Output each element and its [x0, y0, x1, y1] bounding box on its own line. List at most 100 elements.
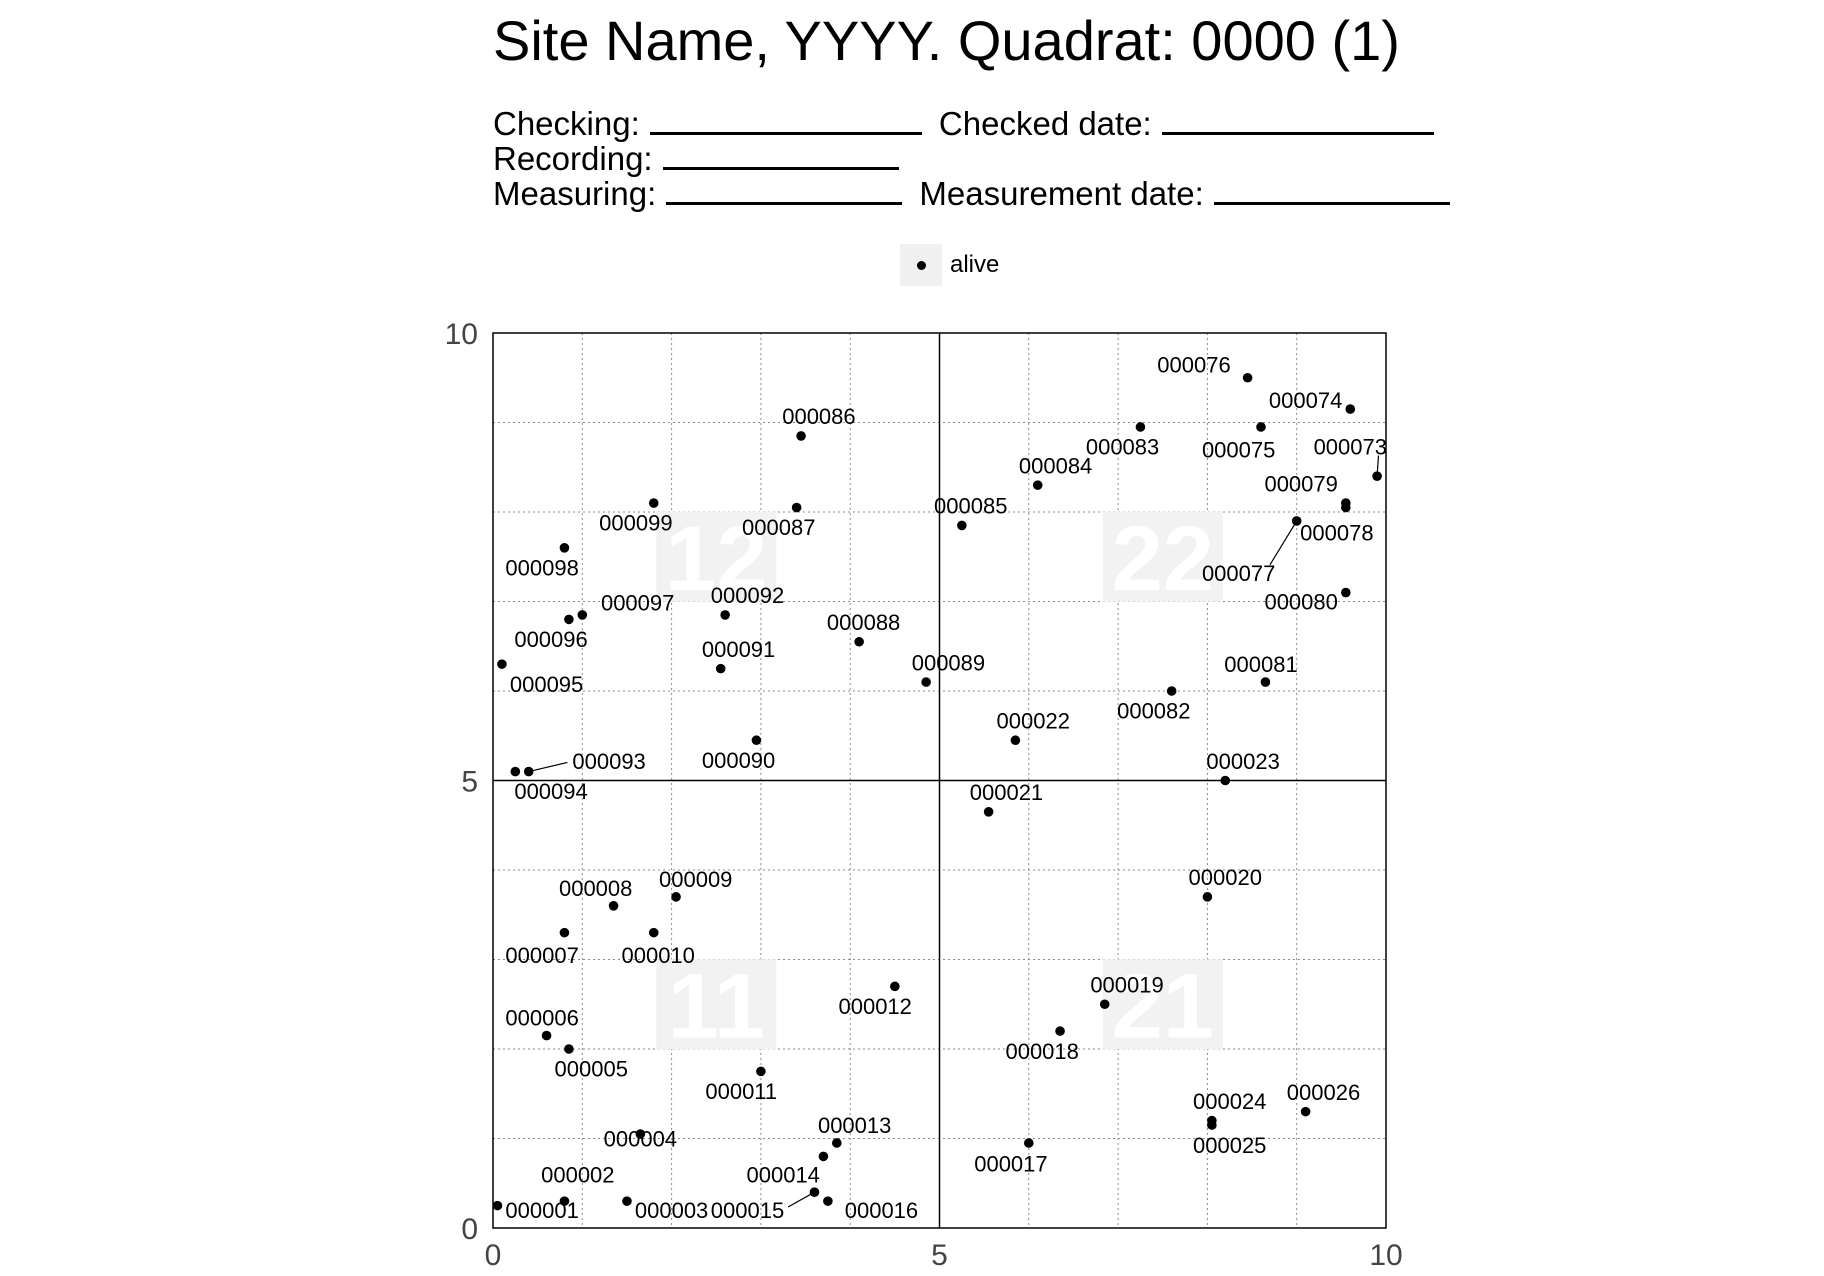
point-marker [559, 543, 570, 553]
point-marker [1372, 471, 1382, 482]
point-marker [622, 1196, 632, 1206]
point-marker [648, 498, 659, 508]
point-marker [608, 901, 619, 911]
point-label: 000005 [555, 1057, 628, 1082]
point-label: 000007 [505, 943, 578, 968]
point-label: 000001 [505, 1198, 578, 1223]
legend-dot-icon [917, 261, 926, 270]
point-label: 000003 [635, 1198, 708, 1223]
point-label: 000004 [604, 1127, 677, 1152]
subquadrat-label: 21 [1112, 955, 1214, 1057]
point-marker [523, 766, 534, 777]
subquadrat-box [656, 959, 777, 1050]
point-label: 000008 [559, 876, 632, 901]
point-marker [635, 1129, 646, 1139]
point-marker [1256, 422, 1266, 432]
point-marker [1345, 404, 1356, 414]
point-labels: 000001 000002 000003 000004 000005 000006 0000… [505, 352, 1387, 1223]
point-marker [577, 610, 588, 620]
legend-key [900, 244, 942, 286]
subquadrat-label: 22 [1112, 508, 1214, 610]
axes [492, 332, 1387, 1229]
point-label: 000096 [514, 627, 587, 652]
point-label: 000097 [601, 590, 674, 615]
point-marker [1242, 372, 1253, 383]
measuring-row: Measuring: Measurement date: [493, 175, 1450, 213]
measurement-date-field[interactable] [1213, 176, 1450, 205]
point-label: 000024 [1193, 1089, 1266, 1114]
point-label: 000002 [541, 1162, 614, 1187]
leader-line [787, 1191, 815, 1208]
measurement-date-label: Measurement date: [919, 175, 1204, 212]
tick-labels: 0 5 10 0 5 10 [445, 318, 1403, 1272]
point-marker [818, 1151, 829, 1162]
point-label: 000095 [510, 672, 583, 697]
leader-line [528, 761, 568, 773]
checking-row: Checking: Checked date: [493, 105, 1434, 143]
point-label: 000013 [818, 1113, 891, 1138]
measuring-field[interactable] [666, 176, 903, 205]
point-marker [921, 677, 931, 687]
point-label: 000009 [659, 867, 732, 892]
legend-label: alive [950, 251, 1000, 278]
point-label: 000078 [1300, 521, 1373, 546]
point-label: 000018 [1005, 1039, 1078, 1064]
point-marker [1202, 892, 1213, 902]
checked-date-field[interactable] [1161, 106, 1434, 135]
point-label: 000099 [599, 511, 672, 536]
point-marker [1135, 422, 1146, 432]
point-label: 000092 [711, 583, 784, 608]
point-marker [1300, 1106, 1311, 1117]
point-marker [1099, 999, 1110, 1010]
point-marker [497, 659, 507, 669]
subquadrat-label: 12 [665, 508, 767, 610]
subquadrat-box [1102, 959, 1223, 1050]
point-label: 000025 [1193, 1133, 1266, 1158]
subquadrat-box [1102, 511, 1223, 602]
point-label: 000086 [782, 404, 855, 429]
point-marker [559, 927, 570, 938]
subquadrat-labels: 11 12 21 22 [656, 508, 1223, 1057]
point-label: 000022 [997, 709, 1070, 734]
point-marker [1055, 1026, 1065, 1036]
point-marker [809, 1187, 820, 1197]
point-marker [832, 1138, 842, 1148]
point-label: 000006 [505, 1006, 578, 1031]
recording-field[interactable] [662, 141, 899, 170]
recording-label: Recording: [493, 140, 653, 177]
point-marker [541, 1030, 552, 1041]
point-marker [854, 636, 864, 647]
point-marker [823, 1196, 833, 1206]
point-label: 000074 [1269, 388, 1342, 413]
point-label: 000082 [1117, 699, 1190, 724]
point-label: 000075 [1202, 437, 1275, 462]
point-marker [564, 614, 574, 625]
point-marker [1291, 516, 1302, 526]
point-label: 000012 [838, 994, 911, 1019]
point-label: 000093 [572, 749, 645, 774]
y-tick-label: 10 [445, 318, 478, 351]
point-label: 000011 [705, 1079, 777, 1104]
point-label: 000073 [1314, 435, 1387, 460]
checking-field[interactable] [649, 106, 922, 135]
point-marker [648, 927, 659, 938]
x-tick-label: 0 [485, 1239, 502, 1272]
point-marker [1024, 1138, 1034, 1148]
leader-line [1269, 520, 1298, 566]
point-label: 000015 [711, 1198, 784, 1223]
point-marker [1220, 775, 1231, 786]
point-label: 000077 [1202, 561, 1275, 586]
point-label: 000090 [702, 748, 775, 773]
points [492, 372, 1382, 1211]
point-marker [492, 1200, 503, 1211]
point-marker [983, 807, 994, 817]
point-label: 000014 [747, 1162, 820, 1187]
point-label: 000019 [1090, 973, 1163, 998]
point-label: 000016 [845, 1198, 918, 1223]
point-marker [1166, 686, 1177, 696]
point-marker [715, 663, 726, 674]
point-label: 000085 [934, 494, 1007, 519]
point-marker [890, 981, 900, 992]
subquadrat-label: 11 [668, 955, 765, 1057]
